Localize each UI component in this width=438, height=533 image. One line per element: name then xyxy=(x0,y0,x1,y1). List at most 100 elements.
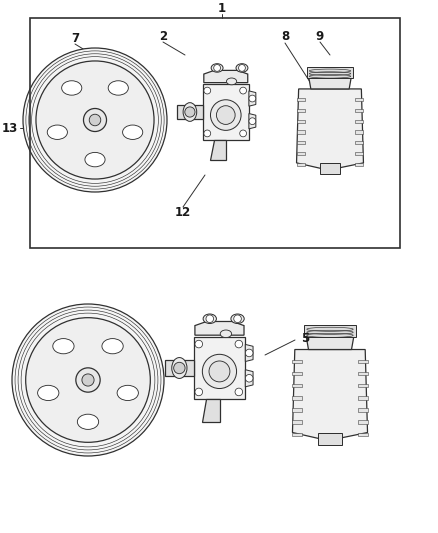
Text: 13: 13 xyxy=(2,122,18,134)
Bar xyxy=(358,372,367,375)
Bar xyxy=(358,384,367,387)
Polygon shape xyxy=(245,370,253,387)
Polygon shape xyxy=(309,78,351,89)
Bar xyxy=(297,119,305,123)
Polygon shape xyxy=(194,337,245,399)
Polygon shape xyxy=(204,70,248,83)
Ellipse shape xyxy=(102,338,123,354)
Circle shape xyxy=(36,61,154,179)
Bar xyxy=(320,163,340,174)
Circle shape xyxy=(216,106,235,124)
Text: 5: 5 xyxy=(301,332,309,344)
Bar xyxy=(293,408,302,412)
Text: 9: 9 xyxy=(316,29,324,43)
Text: 1: 1 xyxy=(218,3,226,15)
Circle shape xyxy=(204,130,211,137)
Circle shape xyxy=(202,354,237,389)
Ellipse shape xyxy=(226,78,237,85)
Polygon shape xyxy=(195,321,244,335)
Circle shape xyxy=(240,130,247,137)
Ellipse shape xyxy=(117,385,138,400)
Polygon shape xyxy=(304,325,356,337)
Polygon shape xyxy=(297,89,364,170)
Ellipse shape xyxy=(108,81,128,95)
Bar xyxy=(297,98,305,101)
Polygon shape xyxy=(202,399,219,422)
Text: 8: 8 xyxy=(281,30,289,44)
Ellipse shape xyxy=(203,314,216,324)
Bar xyxy=(297,141,305,144)
Bar xyxy=(293,421,302,424)
Ellipse shape xyxy=(53,338,74,354)
Bar xyxy=(358,432,367,436)
Text: 12: 12 xyxy=(175,206,191,220)
Bar xyxy=(297,152,305,155)
Circle shape xyxy=(239,64,245,71)
Circle shape xyxy=(204,87,211,94)
Circle shape xyxy=(249,95,256,102)
Ellipse shape xyxy=(231,314,244,324)
Bar xyxy=(293,372,302,375)
Bar xyxy=(355,119,364,123)
Bar xyxy=(297,163,305,166)
Bar xyxy=(293,432,302,436)
Circle shape xyxy=(235,340,243,348)
Polygon shape xyxy=(211,140,226,160)
Bar xyxy=(358,360,367,363)
Ellipse shape xyxy=(123,125,143,140)
Circle shape xyxy=(245,375,253,382)
Polygon shape xyxy=(245,344,253,361)
Bar xyxy=(355,131,364,134)
Polygon shape xyxy=(203,84,249,140)
Bar xyxy=(30,18,400,248)
Circle shape xyxy=(249,118,256,125)
Bar xyxy=(293,384,302,387)
Ellipse shape xyxy=(172,358,187,378)
Ellipse shape xyxy=(211,63,223,72)
Circle shape xyxy=(245,349,253,357)
Circle shape xyxy=(26,318,150,442)
Circle shape xyxy=(89,114,101,126)
Bar xyxy=(318,432,342,445)
Circle shape xyxy=(195,340,203,348)
Bar xyxy=(355,141,364,144)
Ellipse shape xyxy=(78,414,99,430)
Polygon shape xyxy=(249,91,256,106)
Bar xyxy=(297,109,305,112)
Text: 7: 7 xyxy=(71,31,79,44)
Circle shape xyxy=(76,368,100,392)
Circle shape xyxy=(82,374,94,386)
Circle shape xyxy=(206,315,214,322)
Circle shape xyxy=(235,388,243,395)
Bar xyxy=(297,131,305,134)
Bar xyxy=(355,152,364,155)
Ellipse shape xyxy=(38,385,59,400)
Circle shape xyxy=(195,388,203,395)
Polygon shape xyxy=(177,105,203,119)
Bar xyxy=(355,163,364,166)
Bar xyxy=(355,98,364,101)
Ellipse shape xyxy=(220,330,232,337)
Ellipse shape xyxy=(236,63,248,72)
Bar xyxy=(355,109,364,112)
Circle shape xyxy=(84,109,106,132)
Ellipse shape xyxy=(183,103,197,122)
Bar xyxy=(293,396,302,400)
Polygon shape xyxy=(307,67,353,78)
Bar xyxy=(358,421,367,424)
Circle shape xyxy=(240,87,247,94)
Circle shape xyxy=(214,64,220,71)
Bar xyxy=(293,360,302,363)
Bar xyxy=(358,396,367,400)
Ellipse shape xyxy=(62,81,82,95)
Circle shape xyxy=(211,100,241,131)
Polygon shape xyxy=(165,360,194,376)
Circle shape xyxy=(209,361,230,382)
Polygon shape xyxy=(306,337,353,350)
Text: 2: 2 xyxy=(159,29,167,43)
Circle shape xyxy=(174,362,185,374)
Circle shape xyxy=(185,107,195,117)
Circle shape xyxy=(23,48,167,192)
Polygon shape xyxy=(293,350,367,441)
Ellipse shape xyxy=(47,125,67,140)
